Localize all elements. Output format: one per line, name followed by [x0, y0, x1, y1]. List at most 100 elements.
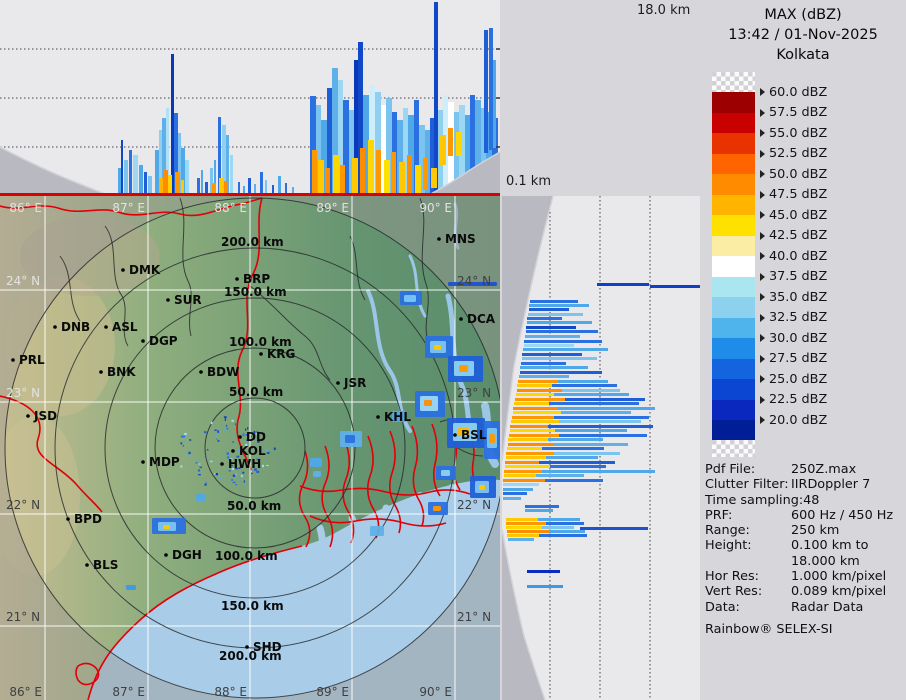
radar-map: 86° E 86° E 87° E 87° E 88° E 88° E 89° E 89° E…	[0, 196, 500, 700]
echo-bar	[419, 125, 425, 193]
clutter-speck	[223, 416, 227, 419]
echo-bar	[597, 283, 649, 286]
echo-bar	[524, 344, 574, 347]
clutter-speck	[204, 483, 207, 486]
clutter-speck	[210, 460, 213, 463]
echo-bar	[159, 178, 163, 193]
legend-entry-label: 42.5 dBZ	[769, 228, 828, 243]
clutter-speck	[256, 470, 260, 473]
echo-bar	[550, 465, 606, 468]
clutter-speck	[215, 473, 218, 476]
info-value: 0.100 km to	[791, 538, 869, 554]
clutter-speck	[182, 445, 185, 447]
echo-bar	[133, 155, 138, 193]
clutter-speck	[240, 474, 243, 478]
info-row: Height: 0.100 km to	[705, 538, 905, 553]
range-ring	[204, 397, 306, 499]
longitude-label-bottom: 87° E	[112, 685, 145, 699]
legend-cell	[712, 112, 755, 133]
legend-tick-arrow-icon	[760, 416, 765, 424]
echo-bar	[121, 140, 123, 193]
echo-bar	[210, 168, 213, 193]
legend-entry: 60.0 dBZ	[760, 85, 827, 100]
echo-bar	[503, 483, 539, 486]
city-label: KOL	[239, 444, 266, 458]
clutter-speck	[216, 438, 218, 440]
city-label: MDP	[149, 455, 180, 469]
legend-entry-label: 50.0 dBZ	[769, 166, 828, 182]
echo-bar	[529, 308, 569, 311]
echo-bar	[185, 160, 189, 193]
echo-bar	[512, 416, 554, 419]
clutter-speck	[251, 435, 253, 438]
reflectivity-echo	[313, 471, 321, 477]
city-label: HWH	[228, 457, 261, 471]
echo-bar	[539, 461, 615, 464]
echo-bar	[510, 429, 555, 432]
clutter-speck	[273, 447, 276, 450]
ew-echo-bars	[118, 2, 498, 193]
city-marker-dot	[166, 298, 170, 302]
clutter-speck	[256, 430, 259, 433]
echo-bar	[360, 148, 365, 193]
city-marker-dot	[104, 325, 108, 329]
legend-cell-above-max	[712, 72, 755, 92]
clutter-speck	[235, 468, 238, 470]
echo-bar	[526, 326, 576, 329]
legend-panel: MAX (dBZ) 13:42 / 01-Nov-2025 Kolkata Pd…	[700, 0, 906, 700]
echo-bar	[408, 115, 414, 193]
reflectivity-echo	[424, 400, 432, 406]
echo-bar	[124, 160, 128, 193]
echo-bar	[272, 185, 274, 193]
echo-bar	[508, 443, 553, 446]
range-ring-label: 50.0 km	[227, 499, 281, 513]
echo-bar	[375, 92, 381, 193]
info-label: Vert Res:	[705, 584, 763, 600]
echo-bar	[530, 300, 578, 303]
echo-bar	[493, 60, 496, 148]
longitude-label-bottom: 88° E	[214, 685, 247, 699]
legend-cell	[712, 153, 755, 174]
clutter-speck	[198, 474, 201, 476]
echo-bar	[349, 110, 354, 193]
echo-bar	[507, 530, 549, 533]
range-ring	[4, 197, 500, 699]
height-axis-max-label: 18.0 km	[637, 3, 691, 18]
echo-bar	[518, 380, 558, 383]
clutter-speck	[229, 458, 233, 461]
legend-cell	[712, 379, 755, 400]
echo-bar	[278, 176, 281, 193]
city-label: ASL	[112, 320, 138, 334]
clutter-speck	[250, 470, 252, 473]
clutter-speck	[238, 467, 241, 469]
legend-tick-arrow-icon	[760, 252, 765, 260]
legend-cell	[712, 194, 755, 215]
info-value: IIRDoppler 7	[791, 477, 871, 493]
echo-bar	[358, 42, 363, 193]
legend-cell	[712, 235, 755, 256]
info-label: Pdf File:	[705, 462, 756, 477]
legend-entry: 40.0 dBZ	[760, 249, 827, 264]
legend-cell	[712, 256, 755, 277]
echo-bar	[549, 402, 639, 405]
echo-bar	[171, 54, 174, 193]
echo-bar	[397, 120, 403, 193]
echo-bar	[506, 452, 554, 455]
legend-entry: 25.0 dBZ	[760, 372, 827, 387]
echo-bar	[403, 108, 408, 193]
reflectivity-echo	[434, 345, 441, 350]
info-value: Radar Data	[791, 599, 864, 615]
clutter-speck	[237, 449, 241, 452]
legend-entry-label: 60.0 dBZ	[769, 84, 828, 100]
echo-bar	[318, 160, 324, 193]
echo-bar	[522, 353, 582, 356]
legend-tick-arrow-icon	[760, 170, 765, 178]
legend-entry-label: 52.5 dBZ	[769, 146, 828, 161]
legend-entry-label: 27.5 dBZ	[769, 351, 828, 366]
legend-cell	[712, 338, 755, 359]
reflectivity-echo	[441, 470, 450, 476]
echo-bar	[525, 505, 559, 508]
echo-bar	[434, 2, 438, 193]
latitude-label-right: 22° N	[457, 498, 491, 512]
legend-cell	[712, 174, 755, 195]
